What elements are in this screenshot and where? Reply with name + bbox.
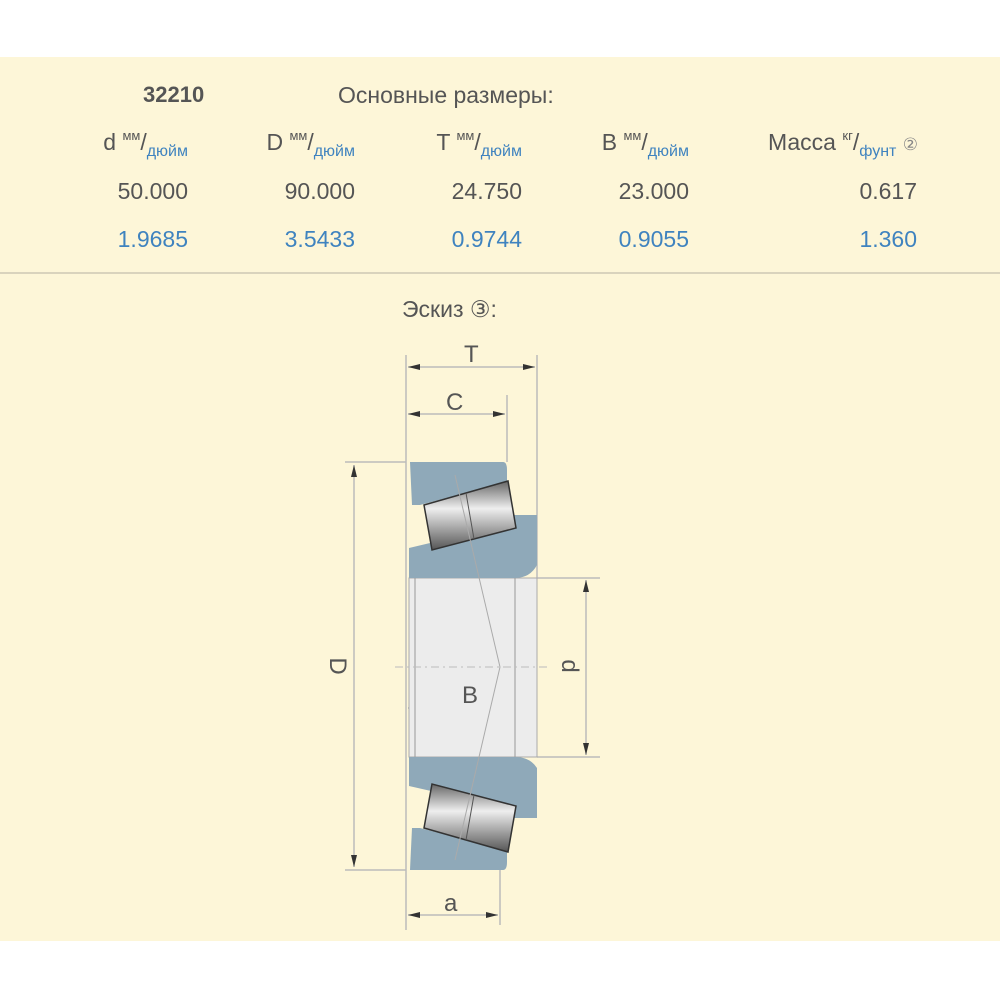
value-d-inch: 1.9685 — [117, 226, 188, 252]
dim-label-d: d — [556, 659, 583, 672]
dim-label-T: T — [464, 341, 479, 368]
value-B-inch: 0.9055 — [618, 226, 689, 252]
dim-label-D: D — [324, 657, 351, 674]
value-mass-kg: 0.617 — [859, 178, 917, 204]
dim-label-B: B — [462, 682, 478, 709]
value-mass-lb: 1.360 — [859, 226, 917, 252]
value-D-inch: 3.5433 — [284, 226, 355, 252]
section-divider — [0, 272, 1000, 274]
section-title: Основные размеры: — [338, 82, 554, 108]
header-B: B мм/дюйм — [601, 128, 689, 160]
help-icon[interactable]: ② — [902, 135, 918, 154]
header-D: D мм/дюйм — [266, 128, 355, 160]
dim-label-a: a — [444, 890, 458, 917]
header-T: T мм/дюйм — [436, 128, 522, 160]
header-d: d мм/дюйм — [103, 128, 188, 160]
value-d-mm: 50.000 — [117, 178, 188, 204]
value-B-mm: 23.000 — [618, 178, 689, 204]
sketch-label: Эскиз ③: — [402, 296, 497, 322]
dim-label-C: C — [446, 389, 463, 416]
value-D-mm: 90.000 — [284, 178, 355, 204]
value-T-mm: 24.750 — [451, 178, 522, 204]
value-T-inch: 0.9744 — [451, 226, 522, 252]
header-mass: Масса кг/фунт ② — [767, 128, 918, 160]
model-number: 32210 — [143, 82, 205, 107]
